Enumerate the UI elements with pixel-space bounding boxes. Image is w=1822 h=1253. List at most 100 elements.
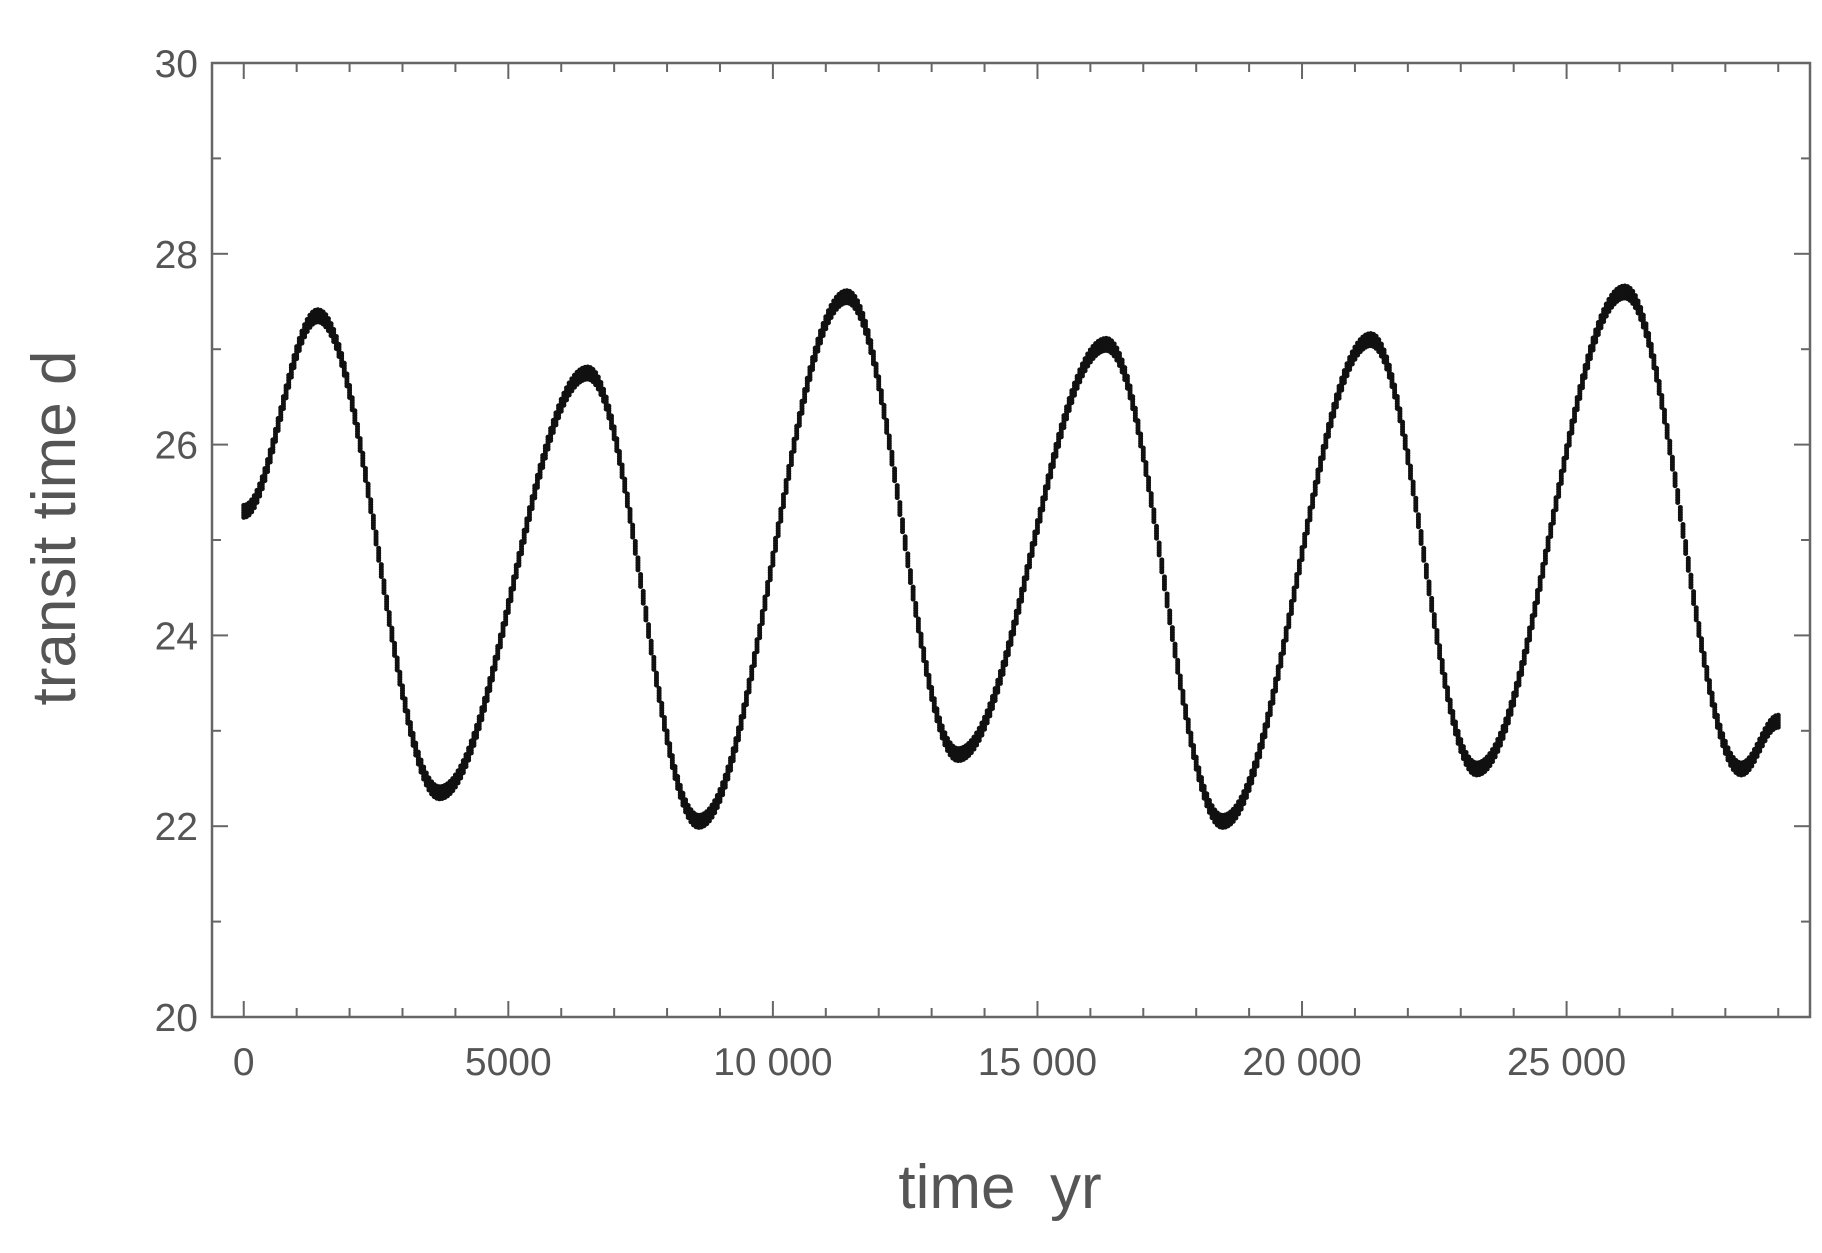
data-point <box>807 377 813 383</box>
data-point <box>1421 557 1427 563</box>
data-point <box>1050 464 1056 470</box>
data-point <box>791 448 797 454</box>
data-point <box>532 495 538 501</box>
data-point <box>254 499 260 505</box>
data-point <box>1751 758 1757 764</box>
data-point <box>376 557 382 563</box>
data-point <box>1275 676 1281 682</box>
data-point <box>262 478 268 484</box>
data-point <box>1500 735 1506 741</box>
data-point <box>1680 533 1686 539</box>
data-point <box>1585 365 1591 371</box>
data-point <box>1236 811 1242 817</box>
data-point <box>1315 479 1321 485</box>
data-point <box>1148 503 1154 509</box>
data-point <box>1000 671 1006 677</box>
data-point <box>733 748 739 754</box>
data-point <box>1045 485 1051 491</box>
data-point <box>1294 584 1300 590</box>
data-point <box>1288 611 1294 617</box>
data-point <box>627 518 633 524</box>
data-point <box>542 455 548 461</box>
data-point <box>1429 607 1435 613</box>
data-point <box>1259 744 1265 750</box>
data-point <box>1593 339 1599 345</box>
data-point <box>513 574 519 580</box>
data-point <box>1574 407 1580 413</box>
data-point <box>259 486 265 492</box>
data-point <box>1021 587 1027 593</box>
data-point <box>1169 637 1175 643</box>
data-point <box>720 792 726 798</box>
data-point <box>1058 434 1064 440</box>
data-point <box>257 493 263 499</box>
data-point <box>1534 599 1540 605</box>
data-point <box>283 395 289 401</box>
data-point <box>1146 487 1152 493</box>
data-point <box>1085 363 1091 369</box>
data-point <box>815 348 821 354</box>
data-point <box>1283 637 1289 643</box>
data-point <box>558 408 564 414</box>
data-point <box>828 314 834 320</box>
data-point <box>1341 380 1347 386</box>
data-point <box>810 366 816 372</box>
data-point <box>770 562 776 568</box>
data-point <box>1691 601 1697 607</box>
data-point <box>714 804 720 810</box>
data-point <box>521 539 527 545</box>
data-point <box>1688 584 1694 590</box>
data-point <box>556 415 562 421</box>
data-point <box>296 347 302 353</box>
data-point <box>455 780 461 786</box>
data-point <box>302 334 308 340</box>
data-point <box>1590 347 1596 353</box>
data-point <box>1664 434 1670 440</box>
data-point <box>524 528 530 534</box>
data-point <box>1008 642 1014 648</box>
x-tick-labels: 0 5000 10 000 15 000 20 000 25 000 <box>233 1041 1626 1084</box>
data-point <box>1310 504 1316 510</box>
data-point <box>249 509 255 515</box>
data-point <box>373 541 379 547</box>
data-point <box>1609 304 1615 310</box>
data-point <box>1542 560 1548 566</box>
y-axis-title: transit time d <box>20 351 89 706</box>
data-point <box>1519 671 1525 677</box>
data-point <box>902 546 908 552</box>
data-point <box>272 438 278 444</box>
data-point <box>831 310 837 316</box>
data-point <box>1011 631 1017 637</box>
data-point <box>1511 702 1517 708</box>
data-point <box>484 698 490 704</box>
data-point <box>280 406 286 412</box>
minor-ticks <box>212 63 1810 1017</box>
data-point <box>479 717 485 723</box>
data-point <box>1254 763 1260 769</box>
data-point <box>1529 625 1535 631</box>
data-point <box>894 495 900 501</box>
data-point <box>706 818 712 824</box>
data-point <box>519 551 525 557</box>
data-point <box>1683 550 1689 556</box>
data-point <box>778 518 784 524</box>
data-point <box>971 746 977 752</box>
data-point <box>286 384 292 390</box>
data-point <box>892 478 898 484</box>
data-point <box>910 596 916 602</box>
data-point <box>1572 418 1578 424</box>
data-point <box>1281 650 1287 656</box>
data-point <box>765 591 771 597</box>
data-point <box>1762 738 1768 744</box>
data-point <box>569 388 575 394</box>
data-point <box>1265 723 1271 729</box>
data-point <box>743 702 749 708</box>
data-point <box>1553 507 1559 513</box>
data-point <box>1323 444 1329 450</box>
data-point <box>1336 395 1342 401</box>
data-point <box>1251 772 1257 778</box>
data-point <box>997 680 1003 686</box>
data-point <box>566 392 572 398</box>
data-point <box>1598 325 1604 331</box>
data-point <box>783 489 789 495</box>
